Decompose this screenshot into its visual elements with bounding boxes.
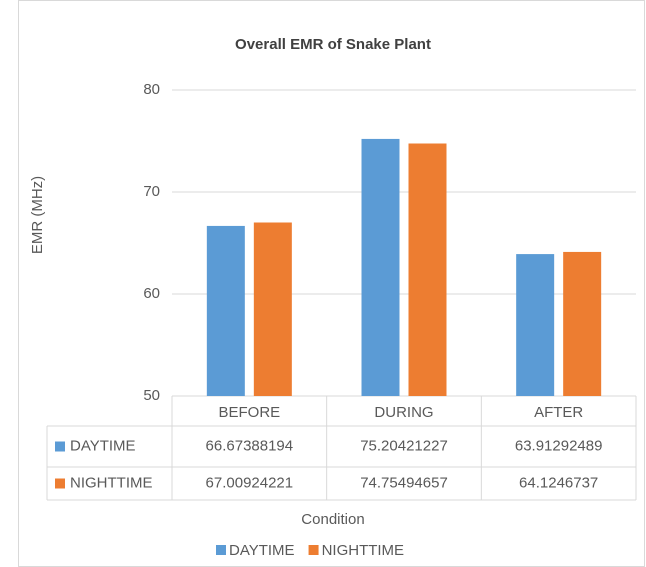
bar xyxy=(206,225,245,396)
bar xyxy=(253,222,292,396)
table-cell: 74.75494657 xyxy=(360,474,448,491)
table-legend-key xyxy=(55,441,65,452)
table-cell: 64.1246737 xyxy=(519,474,598,491)
table-cell: 75.20421227 xyxy=(360,437,448,454)
x-tick-label: AFTER xyxy=(534,404,583,421)
y-tick-label: 60 xyxy=(143,285,160,302)
y-axis-title: EMR (MHz) xyxy=(29,176,46,254)
legend-label: DAYTIME xyxy=(229,542,295,559)
x-tick-label: BEFORE xyxy=(218,404,280,421)
y-tick-label: 80 xyxy=(143,81,160,98)
x-axis-title: Condition xyxy=(301,511,364,528)
table-cell: 67.00924221 xyxy=(206,474,294,491)
bar xyxy=(516,254,555,396)
x-tick-label: DURING xyxy=(374,404,433,421)
bar xyxy=(563,251,602,396)
legend-key xyxy=(308,545,319,555)
y-tick-label: 70 xyxy=(143,183,160,200)
legend-key xyxy=(216,545,226,555)
table-series-name: NIGHTTIME xyxy=(70,474,153,491)
bar xyxy=(408,143,447,396)
legend-label: NIGHTTIME xyxy=(322,542,405,559)
y-tick-label: 50 xyxy=(143,387,160,404)
table-legend-key xyxy=(55,478,65,489)
table-cell: 63.91292489 xyxy=(515,437,603,454)
table-series-name: DAYTIME xyxy=(70,437,136,454)
bar xyxy=(361,138,400,396)
chart-title: Overall EMR of Snake Plant xyxy=(235,36,431,53)
table-cell: 66.67388194 xyxy=(206,437,294,454)
